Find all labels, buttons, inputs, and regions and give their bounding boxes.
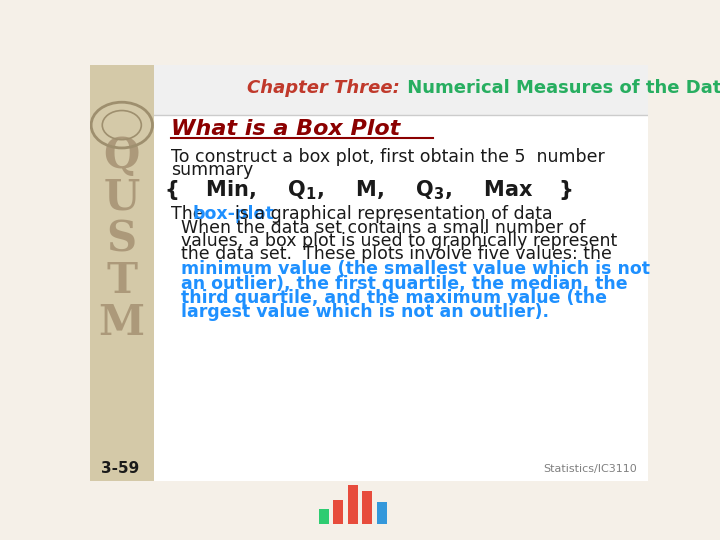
FancyBboxPatch shape: [90, 65, 154, 481]
Text: Numerical Measures of the Data: Numerical Measures of the Data: [401, 79, 720, 97]
FancyBboxPatch shape: [154, 65, 648, 481]
Bar: [377, 502, 387, 524]
Text: box-plot: box-plot: [192, 206, 274, 224]
Text: third quartile, and the maximum value (the: third quartile, and the maximum value (t…: [181, 289, 607, 307]
Text: S: S: [107, 219, 137, 260]
Text: To construct a box plot, first obtain the 5  number: To construct a box plot, first obtain th…: [171, 148, 605, 166]
Bar: [333, 500, 343, 524]
Text: 3-59: 3-59: [101, 462, 140, 476]
Bar: [319, 509, 329, 524]
Text: largest value which is not an outlier).: largest value which is not an outlier).: [181, 303, 549, 321]
Text: the data set.  These plots involve five values: the: the data set. These plots involve five v…: [181, 245, 612, 264]
Text: Q: Q: [104, 136, 140, 177]
Text: minimum value (the smallest value which is not: minimum value (the smallest value which …: [181, 260, 650, 279]
Text: M: M: [99, 302, 145, 343]
Text: $\mathbf{\{\ \ \ \ Min,\ \ \ \ Q_1,\ \ \ \ M,\ \ \ \ Q_3,\ \ \ \ Max\ \ \ \ \}}$: $\mathbf{\{\ \ \ \ Min,\ \ \ \ Q_1,\ \ \…: [164, 178, 574, 201]
Bar: [362, 491, 372, 524]
Text: values, a box plot is used to graphically represent: values, a box plot is used to graphicall…: [181, 232, 617, 250]
Text: When the data set contains a small number of: When the data set contains a small numbe…: [181, 219, 585, 237]
Text: Chapter Three:: Chapter Three:: [247, 79, 400, 97]
Bar: [348, 485, 358, 524]
Text: U: U: [104, 177, 140, 219]
Text: an outlier), the first quartile, the median, the: an outlier), the first quartile, the med…: [181, 274, 628, 293]
Text: What is a Box Plot: What is a Box Plot: [171, 119, 400, 139]
Text: T: T: [107, 260, 138, 302]
Text: The: The: [171, 206, 209, 224]
FancyBboxPatch shape: [154, 65, 648, 114]
Text: is a graphical representation of data: is a graphical representation of data: [235, 206, 553, 224]
Text: summary: summary: [171, 160, 253, 179]
Text: Statistics/IC3110: Statistics/IC3110: [543, 464, 637, 474]
